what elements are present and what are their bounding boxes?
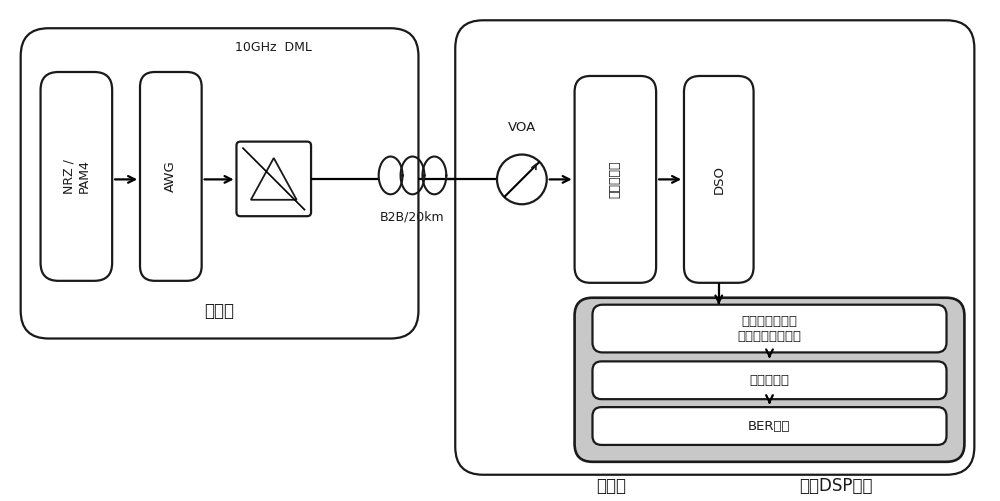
- FancyBboxPatch shape: [21, 28, 418, 339]
- FancyBboxPatch shape: [592, 361, 947, 399]
- Text: BER计算: BER计算: [748, 419, 791, 432]
- FancyBboxPatch shape: [41, 72, 112, 281]
- Text: 线性均衡器: 线性均衡器: [749, 374, 789, 387]
- FancyBboxPatch shape: [592, 407, 947, 445]
- Text: 发送端: 发送端: [205, 302, 235, 320]
- Text: 光电探测器: 光电探测器: [609, 161, 622, 198]
- FancyBboxPatch shape: [236, 142, 311, 216]
- Text: VOA: VOA: [508, 121, 536, 134]
- Text: 接收端: 接收端: [596, 476, 626, 494]
- FancyBboxPatch shape: [455, 20, 974, 475]
- FancyBboxPatch shape: [140, 72, 202, 281]
- Text: 基于多项式方法
重新构建特征序列: 基于多项式方法 重新构建特征序列: [737, 315, 801, 343]
- FancyBboxPatch shape: [592, 305, 947, 352]
- Circle shape: [497, 154, 547, 204]
- Text: DSO: DSO: [712, 165, 725, 194]
- Text: B2B/20km: B2B/20km: [380, 211, 445, 223]
- FancyBboxPatch shape: [684, 76, 754, 283]
- FancyBboxPatch shape: [575, 76, 656, 283]
- FancyBboxPatch shape: [575, 298, 964, 462]
- Text: 10GHz  DML: 10GHz DML: [235, 41, 312, 54]
- Text: AWG: AWG: [164, 160, 177, 192]
- Text: NRZ /
PAM4: NRZ / PAM4: [62, 159, 90, 194]
- Text: 离线DSP模块: 离线DSP模块: [799, 476, 873, 494]
